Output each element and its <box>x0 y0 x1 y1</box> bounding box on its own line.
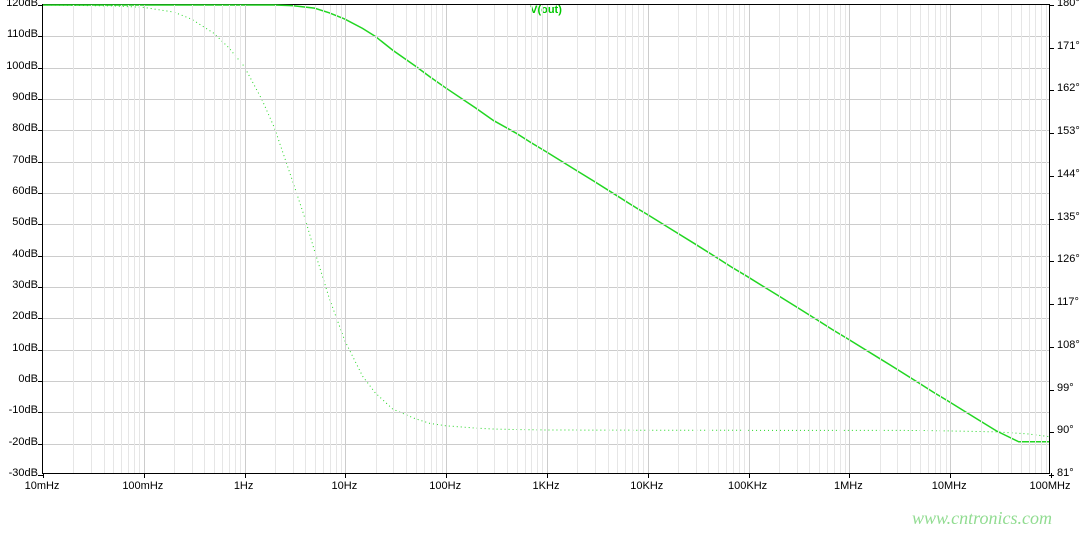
y-right-tick-label: 144° <box>1057 168 1080 180</box>
y-left-tick-label: 30dB <box>0 279 38 291</box>
y-left-tick-label: 40dB <box>0 248 38 260</box>
y-right-tick-label: 126° <box>1057 253 1080 265</box>
x-tick-label: 100mHz <box>122 480 163 492</box>
y-left-tick-label: 70dB <box>0 154 38 166</box>
y-left-tick-label: 10dB <box>0 342 38 354</box>
y-right-tick-label: 162° <box>1057 82 1080 94</box>
y-right-tick-label: 153° <box>1057 125 1080 137</box>
y-right-tick-label: 81° <box>1057 467 1074 479</box>
y-right-tick-label: 108° <box>1057 339 1080 351</box>
x-tick-label: 100MHz <box>1030 480 1071 492</box>
y-right-tick-label: 180° <box>1057 0 1080 9</box>
y-left-tick-label: -30dB <box>0 467 38 479</box>
y-left-tick-label: 90dB <box>0 91 38 103</box>
y-left-tick-label: 0dB <box>0 373 38 385</box>
y-right-tick-label: 99° <box>1057 382 1074 394</box>
y-left-tick-label: 50dB <box>0 216 38 228</box>
y-left-tick-label: 100dB <box>0 60 38 72</box>
y-right-tick-label: 90° <box>1057 424 1074 436</box>
watermark-text: www.cntronics.com <box>912 508 1052 529</box>
y-right-tick-label: 117° <box>1057 296 1079 308</box>
y-left-tick-label: -10dB <box>0 404 38 416</box>
y-left-tick-label: 60dB <box>0 185 38 197</box>
x-tick-label: 100KHz <box>728 480 767 492</box>
y-right-tick-label: 135° <box>1057 211 1080 223</box>
x-tick-label: 1Hz <box>234 480 254 492</box>
y-right-tick-label: 171° <box>1057 40 1080 52</box>
x-tick-label: 10KHz <box>630 480 663 492</box>
bode-plot-area: V(out) <box>42 4 1050 474</box>
x-tick-label: 10MHz <box>932 480 967 492</box>
x-tick-label: 100Hz <box>429 480 461 492</box>
y-left-tick-label: -20dB <box>0 436 38 448</box>
y-left-tick-label: 20dB <box>0 310 38 322</box>
y-left-tick-label: 80dB <box>0 122 38 134</box>
x-tick-label: 10mHz <box>25 480 60 492</box>
x-tick-label: 1MHz <box>834 480 863 492</box>
y-left-tick-label: 110dB <box>0 28 38 40</box>
x-tick-label: 10Hz <box>332 480 358 492</box>
x-tick-label: 1KHz <box>533 480 560 492</box>
y-left-tick-label: 120dB <box>0 0 38 9</box>
